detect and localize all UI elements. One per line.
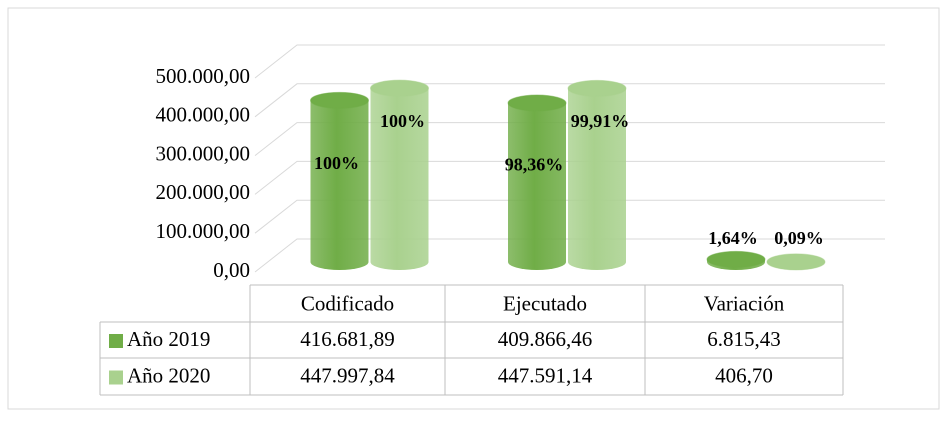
category-label: Variación	[704, 291, 785, 315]
legend-swatch	[109, 370, 123, 385]
table-value: 409.866,46	[498, 327, 593, 351]
cylinder	[310, 91, 369, 270]
cylinder-body	[310, 100, 369, 270]
cylinder-top	[370, 79, 429, 97]
grid-line	[254, 44, 885, 79]
y-tick-label: 0,00	[213, 258, 250, 282]
table-value: 406,70	[715, 363, 773, 387]
cylinder-top	[567, 79, 627, 97]
cylinder-top	[766, 253, 826, 271]
cylinder-top	[507, 94, 567, 112]
cylinder-body	[370, 88, 429, 270]
cylinder	[507, 94, 567, 270]
legend-swatch	[109, 334, 123, 348]
chart-border	[7, 7, 940, 410]
grid-line	[254, 238, 885, 273]
cylinder-body	[508, 102, 566, 270]
percent-label: 99,91%	[571, 111, 630, 131]
table-value: 447.591,14	[498, 363, 593, 387]
table-value: 416.681,89	[300, 327, 395, 351]
cylinder	[706, 250, 766, 270]
category-label: Codificado	[301, 291, 394, 315]
grid-line	[254, 83, 885, 118]
grid-line	[254, 122, 885, 156]
percent-label: 0,09%	[774, 228, 824, 248]
table-value: 6.815,43	[707, 327, 781, 351]
cylinder	[766, 253, 826, 271]
percent-label: 98,36%	[505, 155, 564, 175]
percent-label: 1,64%	[708, 228, 758, 248]
grid-line	[254, 160, 885, 195]
y-tick-label: 300.000,00	[156, 141, 251, 165]
y-tick-label: 400.000,00	[156, 103, 251, 127]
cylinder-top	[706, 250, 766, 268]
cylinder-top	[310, 91, 369, 109]
cylinder	[567, 79, 627, 270]
grid-line	[254, 199, 885, 234]
y-tick-label: 100.000,00	[156, 219, 251, 243]
cylinder-body	[568, 88, 626, 270]
table-value: 447.997,84	[300, 363, 395, 387]
cylinder	[370, 79, 429, 270]
legend-label: Año 2019	[127, 327, 210, 351]
y-tick-label: 200.000,00	[156, 180, 251, 204]
category-label: Ejecutado	[503, 291, 587, 315]
legend-label: Año 2020	[127, 363, 210, 387]
percent-label: 100%	[380, 111, 425, 131]
percent-label: 100%	[314, 153, 359, 173]
y-tick-label: 500.000,00	[156, 64, 251, 88]
